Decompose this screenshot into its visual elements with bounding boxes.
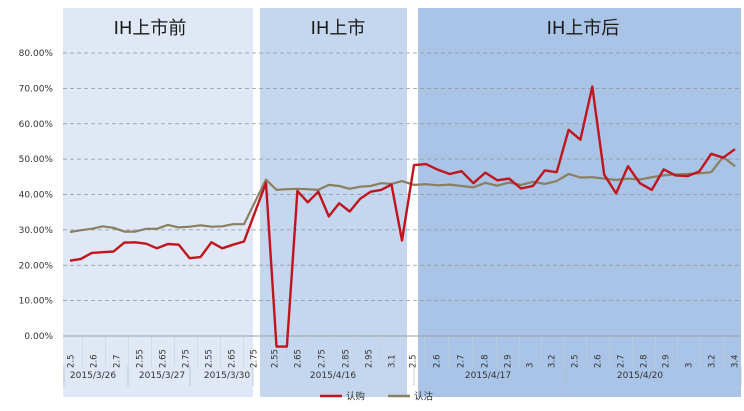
x-tick-label: 2.7 xyxy=(113,354,123,368)
x-tick-label: 2.6 xyxy=(90,354,100,368)
x-tick-label: 3 xyxy=(526,363,536,368)
x-tick-label: 3 xyxy=(685,363,695,368)
date-group-label: 2015/3/26 xyxy=(70,371,116,381)
x-tick-label: 2.85 xyxy=(342,349,352,368)
y-tick-label: 40.00% xyxy=(19,191,54,201)
y-tick-label: 50.00% xyxy=(19,155,54,165)
legend-put-label: 认沽 xyxy=(414,391,434,403)
date-group-label: 2015/3/27 xyxy=(139,371,185,381)
x-tick-label: 2.65 xyxy=(294,349,304,368)
series-line-call xyxy=(69,85,736,348)
date-group-label: 2015/4/16 xyxy=(310,371,356,381)
y-tick-label: 30.00% xyxy=(19,226,54,236)
date-group-label: 2015/4/17 xyxy=(465,371,511,381)
x-tick-label: 2.8 xyxy=(481,354,491,368)
x-tick-label: 2.6 xyxy=(433,354,443,368)
x-tick-label: 2.7 xyxy=(617,354,627,368)
x-tick-label: 2.9 xyxy=(662,354,672,368)
x-tick-label: 2.55 xyxy=(205,349,215,368)
period-panel xyxy=(260,8,407,397)
y-tick-label: 70.00% xyxy=(19,84,54,94)
date-group-label: 2015/4/20 xyxy=(617,371,663,381)
x-tick-label: 2.55 xyxy=(271,349,281,368)
x-tick-label: 2.5 xyxy=(409,354,419,368)
period-panel xyxy=(418,8,741,397)
period-title: IH上市后 xyxy=(547,18,620,39)
legend-call-label: 认购 xyxy=(346,391,365,403)
x-tick-label: 2.65 xyxy=(159,349,169,368)
y-tick-label: 80.00% xyxy=(19,49,54,59)
x-tick-label: 2.75 xyxy=(250,349,260,368)
x-tick-label: 3.1 xyxy=(388,354,398,368)
y-tick-label: 0.00% xyxy=(24,332,53,342)
period-panel xyxy=(63,8,253,397)
x-tick-label: 2.9 xyxy=(504,354,514,368)
period-title: IH上市前 xyxy=(114,18,187,39)
x-tick-label: 2.65 xyxy=(228,349,238,368)
x-tick-label: 2.95 xyxy=(365,349,375,368)
x-tick-label: 3.4 xyxy=(731,354,741,368)
x-tick-label: 2.75 xyxy=(318,349,328,368)
x-tick-label: 2.6 xyxy=(594,354,604,368)
x-tick-label: 2.8 xyxy=(640,354,650,368)
x-tick-label: 3.2 xyxy=(548,354,558,368)
y-tick-label: 20.00% xyxy=(19,261,54,271)
x-tick-label: 2.5 xyxy=(67,354,77,368)
date-group-label: 2015/3/30 xyxy=(204,371,250,381)
y-tick-label: 10.00% xyxy=(19,297,54,307)
period-title: IH上市 xyxy=(311,18,366,39)
y-tick-label: 60.00% xyxy=(19,120,54,130)
bottom-margin xyxy=(0,397,744,411)
x-tick-label: 2.5 xyxy=(571,354,581,368)
x-tick-label: 2.7 xyxy=(457,354,467,368)
x-tick-label: 2.75 xyxy=(182,349,192,368)
x-tick-label: 3.2 xyxy=(708,354,718,368)
x-tick-label: 2.55 xyxy=(136,349,146,368)
